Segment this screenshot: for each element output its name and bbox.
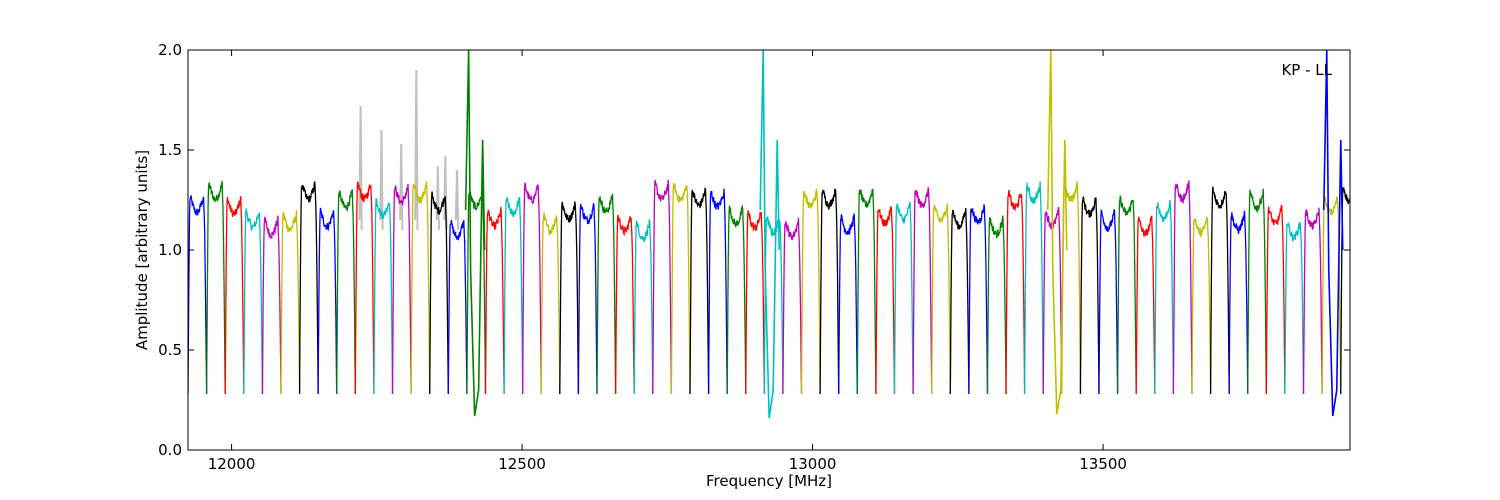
x-tick-label: 12000 — [208, 455, 256, 473]
channel-trace — [484, 206, 505, 395]
channel-trace — [912, 187, 933, 395]
channel-trace — [1023, 181, 1044, 395]
channel-trace — [1098, 208, 1119, 395]
channel-trace — [1284, 221, 1305, 395]
channel-trace — [336, 189, 356, 395]
channel-trace — [188, 195, 208, 395]
y-tick-label: 1.5 — [158, 141, 182, 159]
channel-trace — [1172, 180, 1193, 395]
rfi-reference-trace — [358, 69, 460, 231]
channel-trace — [1340, 186, 1350, 395]
x-tick-label: 13500 — [1079, 455, 1127, 473]
channel-trace — [707, 188, 728, 395]
channel-trace — [298, 180, 319, 395]
channel-trace — [1209, 186, 1230, 395]
channel-trace — [614, 214, 635, 395]
channel-trace — [280, 210, 301, 395]
x-tick-label: 13000 — [789, 455, 837, 473]
channel-trace — [782, 217, 803, 395]
y-tick-label: 1.0 — [158, 241, 182, 259]
channel-trace — [429, 191, 449, 395]
channel-trace — [410, 180, 431, 395]
spike-trace — [464, 50, 486, 417]
channel-trace — [856, 188, 877, 395]
channel-trace — [689, 187, 710, 395]
channel-trace — [205, 180, 226, 395]
channel-trace — [596, 193, 617, 395]
y-tick-label: 0.0 — [158, 441, 182, 459]
channel-trace — [243, 208, 264, 395]
channel-trace — [893, 201, 914, 395]
channel-trace — [1247, 188, 1267, 395]
x-axis-label: Frequency [MHz] — [706, 472, 832, 490]
channel-trace — [559, 201, 580, 395]
channel-trace — [931, 203, 951, 395]
channel-trace — [447, 220, 468, 395]
channel-trace — [1135, 215, 1156, 395]
y-axis-label: Amplitude [arbitrary units] — [133, 150, 151, 350]
channel-trace — [1116, 195, 1137, 395]
channel-trace — [1321, 196, 1342, 395]
channel-trace — [670, 182, 691, 395]
series-layer — [188, 50, 1350, 419]
channel-trace — [577, 203, 598, 395]
channel-trace — [1228, 210, 1249, 395]
y-tick-label: 2.0 — [158, 41, 182, 59]
channel-trace — [373, 197, 394, 395]
channel-trace — [1265, 204, 1286, 395]
y-tick-label: 0.5 — [158, 341, 182, 359]
x-tick-label: 12500 — [498, 455, 546, 473]
channel-trace — [875, 206, 896, 395]
channel-trace — [261, 215, 282, 395]
chart-annotation: KP - LL — [1281, 61, 1332, 79]
channel-trace — [986, 215, 1007, 395]
channel-trace — [819, 188, 840, 395]
channel-trace — [949, 207, 970, 395]
channel-trace — [1302, 207, 1323, 395]
channel-trace — [391, 183, 412, 395]
channel-trace — [652, 179, 673, 395]
channel-trace — [1079, 195, 1100, 395]
channel-trace — [1005, 190, 1026, 395]
tick-layer: 12000 12500 13000 13500 0.0 0.5 1.0 1.5 2.0 — [158, 41, 1350, 473]
spike-trace — [759, 50, 780, 419]
channel-trace — [633, 218, 654, 395]
channel-trace — [800, 187, 821, 395]
spike-trace — [1046, 50, 1068, 415]
channel-trace — [540, 212, 561, 395]
channel-trace — [968, 204, 989, 395]
channel-trace — [522, 182, 542, 395]
spike-trace — [1322, 50, 1344, 417]
channel-trace — [726, 204, 747, 395]
channel-trace — [763, 216, 784, 395]
channel-trace — [1191, 216, 1212, 395]
channel-trace — [1154, 200, 1175, 395]
channel-trace — [503, 196, 524, 395]
channel-trace — [317, 207, 338, 395]
channel-trace — [354, 181, 375, 395]
channel-trace — [838, 213, 858, 395]
channel-trace — [224, 196, 245, 395]
channel-trace — [745, 210, 766, 395]
